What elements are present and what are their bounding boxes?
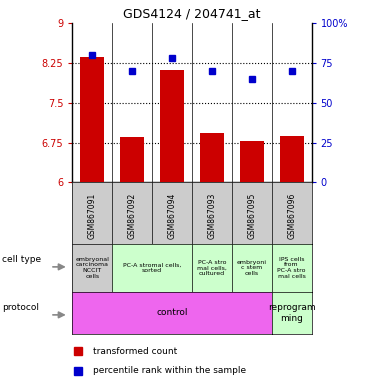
Bar [120,137,144,182]
Text: GSM867096: GSM867096 [287,192,296,239]
Bar [160,70,184,182]
Text: embryoni
c stem
cells: embryoni c stem cells [237,260,267,276]
Text: IPS cells
from
PC-A stro
mal cells: IPS cells from PC-A stro mal cells [278,257,306,279]
Text: GSM867092: GSM867092 [128,193,137,239]
Text: protocol: protocol [2,303,39,312]
Text: GSM867093: GSM867093 [207,192,216,239]
Bar [280,136,303,182]
Text: GSM867091: GSM867091 [88,193,97,239]
Text: reprogram
ming: reprogram ming [268,303,315,323]
Bar [200,133,224,182]
Bar [80,56,104,182]
Text: transformed count: transformed count [93,347,177,356]
Text: control: control [156,308,188,318]
Text: PC-A stromal cells,
sorted: PC-A stromal cells, sorted [123,262,181,273]
Text: GSM867095: GSM867095 [247,192,256,239]
Text: PC-A stro
mal cells,
cultured: PC-A stro mal cells, cultured [197,260,227,276]
Bar [240,141,264,182]
Title: GDS4124 / 204741_at: GDS4124 / 204741_at [123,7,261,20]
Text: embryonal
carcinoma
NCCIT
cells: embryonal carcinoma NCCIT cells [75,257,109,279]
Text: GSM867094: GSM867094 [168,192,177,239]
Text: percentile rank within the sample: percentile rank within the sample [93,366,246,375]
Text: cell type: cell type [2,255,41,264]
